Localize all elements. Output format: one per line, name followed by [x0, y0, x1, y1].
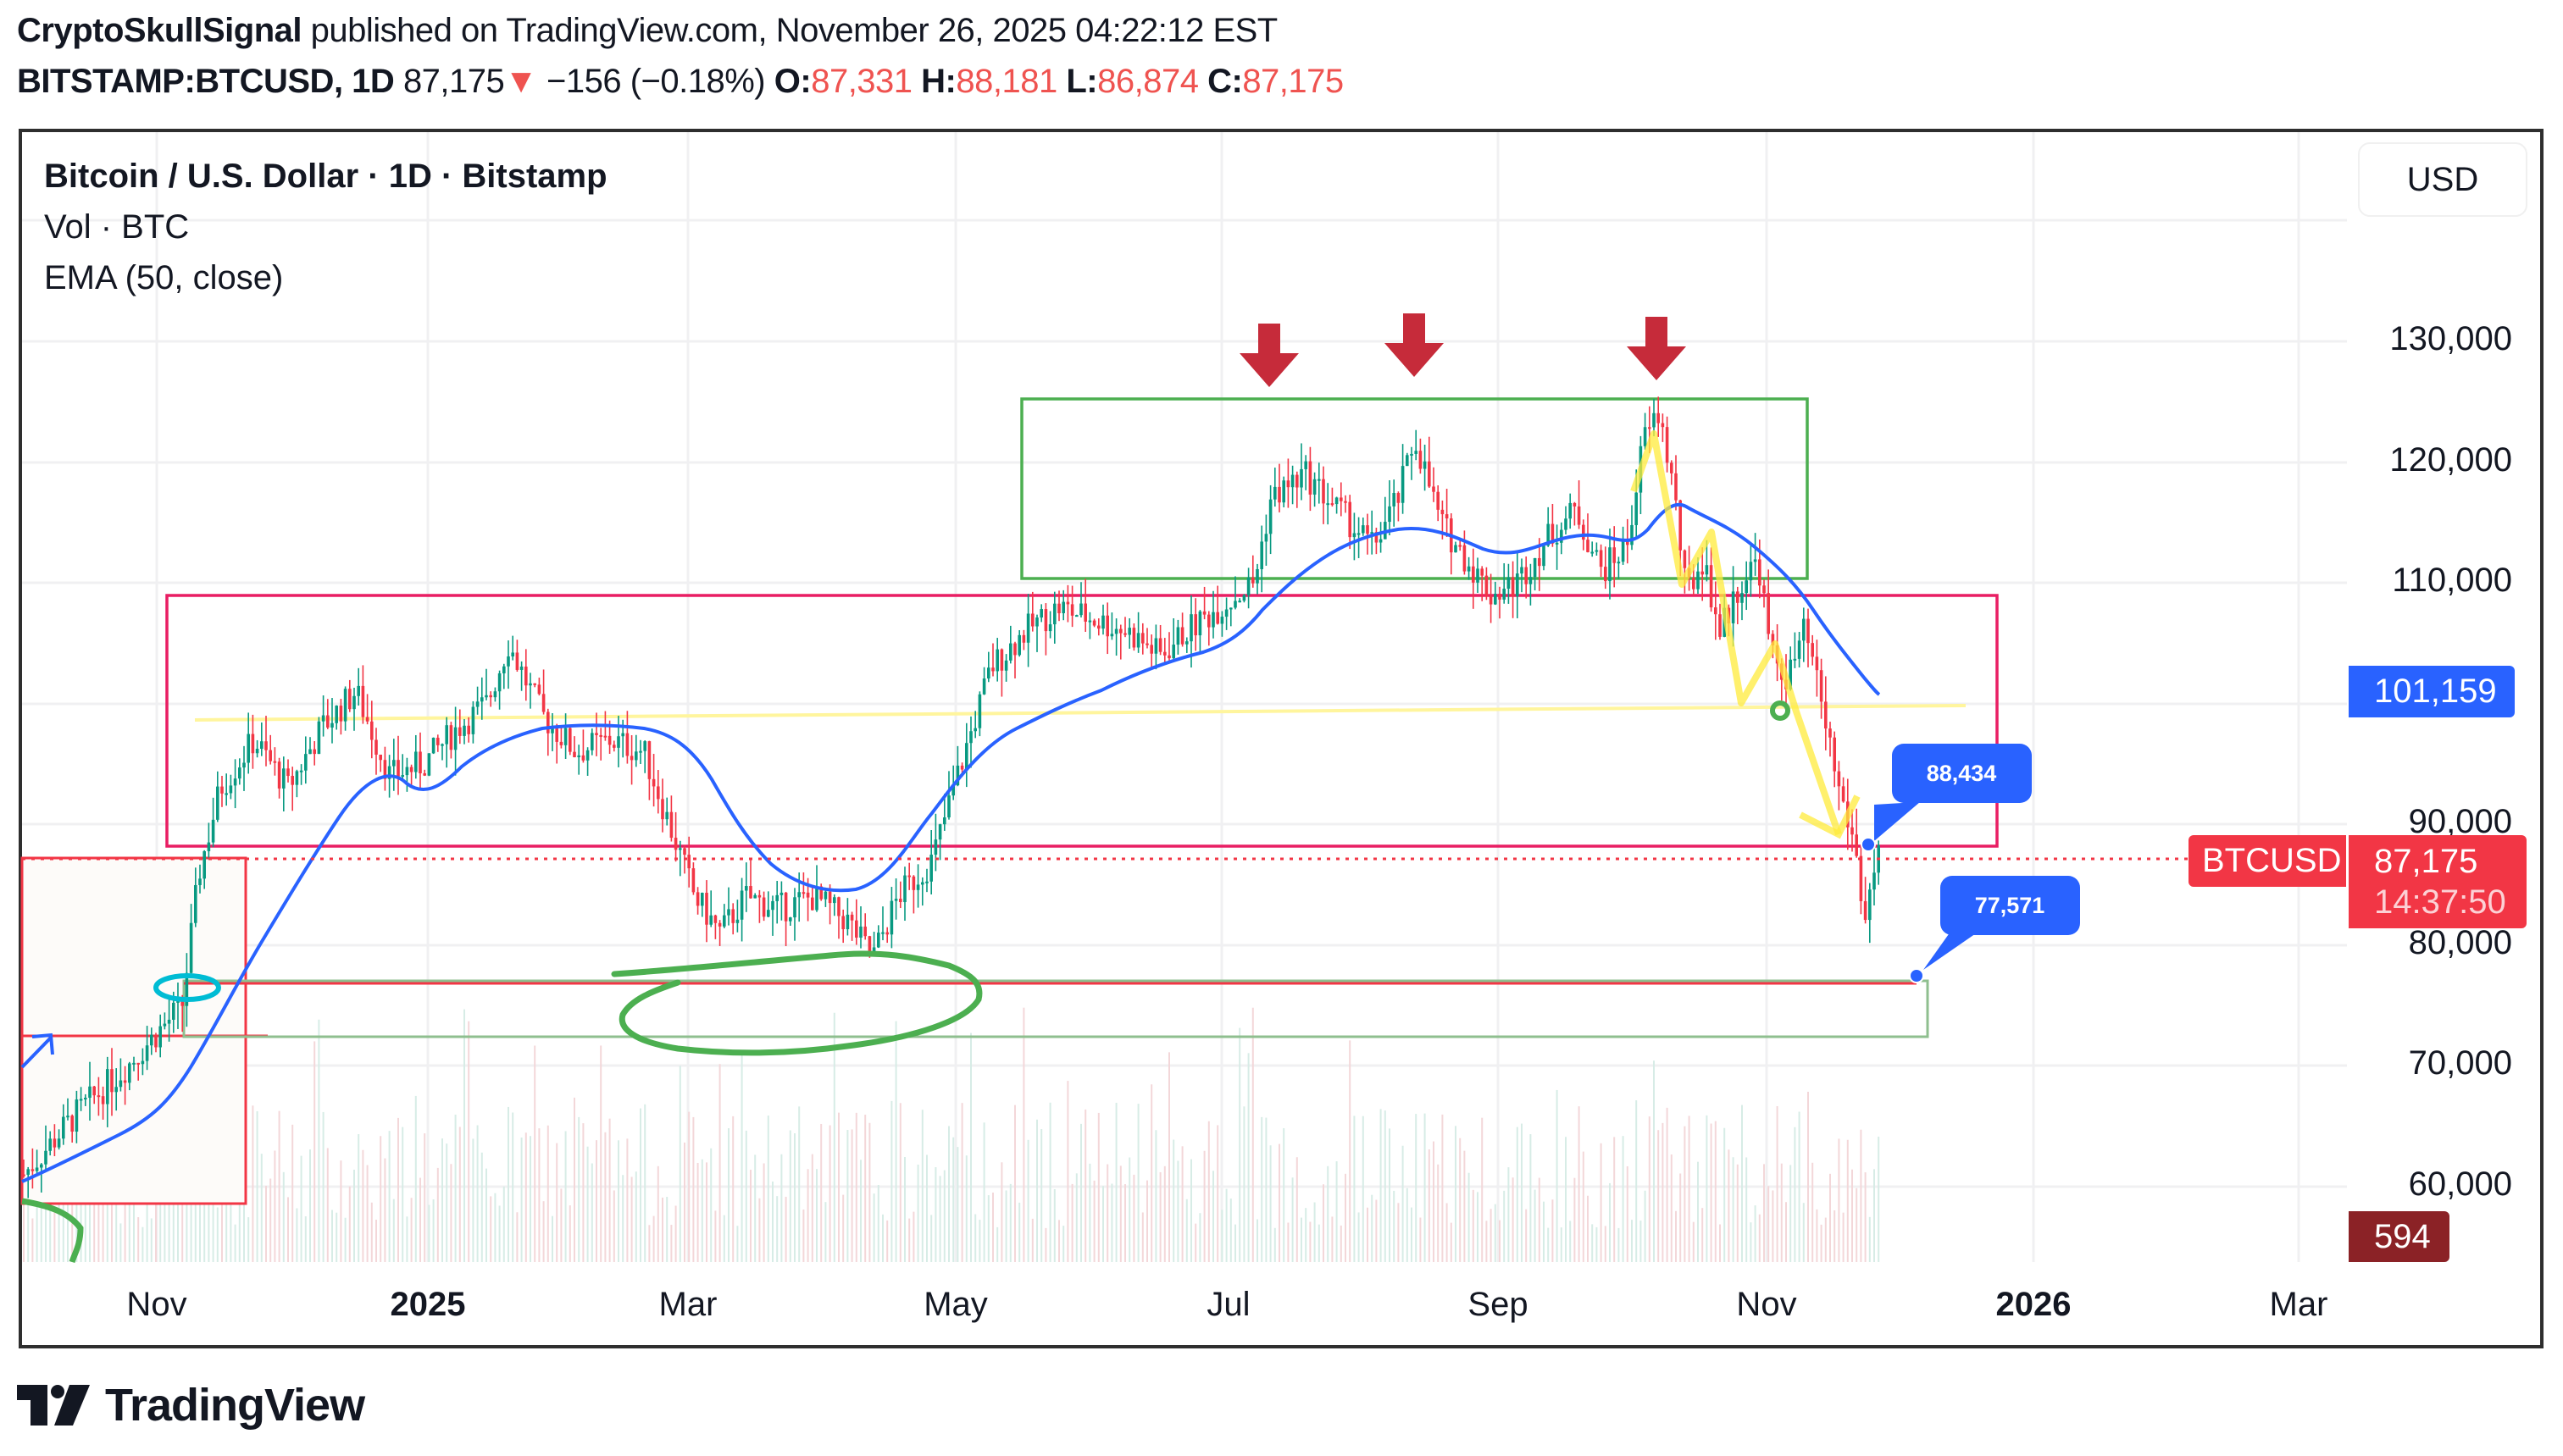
ema-price-badge: 101,159	[2349, 666, 2515, 717]
pink-range-box[interactable]	[165, 594, 1999, 848]
green-touch-marker	[1770, 700, 1790, 721]
arrow-down-icon	[1384, 313, 1444, 377]
green-top-box[interactable]	[1020, 397, 1809, 580]
volume-badge: 594	[2349, 1211, 2449, 1262]
green-support-ellipse[interactable]	[611, 950, 983, 1056]
time-tick: Mar	[658, 1286, 718, 1323]
green-ellipse-partial	[21, 1198, 84, 1264]
symbol-badge-label: BTCUSD	[2202, 842, 2342, 879]
chart-title[interactable]: Bitcoin / U.S. Dollar · 1D · Bitstamp	[44, 158, 607, 195]
open-value: 87,331	[811, 63, 913, 100]
high-label: H:	[921, 63, 957, 100]
close-label: C:	[1207, 63, 1243, 100]
author-name[interactable]: CryptoSkullSignal	[17, 12, 302, 49]
time-tick: Nov	[126, 1286, 187, 1323]
callout-88434[interactable]: 88,434	[1861, 744, 2032, 852]
symbol-label: BITSTAMP:BTCUSD, 1D	[17, 63, 395, 100]
bar-countdown: 14:37:50	[2374, 883, 2506, 921]
callout-lower-label: 77,571	[1975, 893, 2045, 918]
published-text: published on TradingView.com, November 2…	[310, 12, 1279, 49]
currency-button[interactable]: USD	[2358, 142, 2527, 217]
tradingview-logo[interactable]: TradingView	[17, 1379, 365, 1431]
time-tick-year: 2026	[1995, 1286, 2072, 1323]
high-value: 88,181	[956, 63, 1057, 100]
time-tick: Sep	[1467, 1286, 1528, 1323]
ema-badge-value: 101,159	[2374, 673, 2497, 710]
open-label: O:	[774, 63, 812, 100]
symbol-badge: BTCUSD	[2189, 835, 2346, 887]
arrow-down-icon	[1240, 324, 1299, 387]
price-tick: 110,000	[2392, 562, 2512, 599]
time-tick: Nov	[1736, 1286, 1797, 1323]
symbol-info-bar: BITSTAMP:BTCUSD, 1D 87,175▼ −156 (−0.18%…	[17, 63, 1344, 101]
volume-indicator-label[interactable]: Vol · BTC	[44, 208, 190, 246]
last-price-badge: 87,175 14:37:50	[2349, 835, 2527, 928]
time-tick-year: 2025	[390, 1286, 466, 1323]
price-tick: 90,000	[2408, 803, 2512, 840]
down-triangle-icon: ▼	[504, 63, 538, 100]
price-tick: 130,000	[2389, 320, 2512, 357]
price-tick: 60,000	[2408, 1165, 2512, 1203]
support-zone-box[interactable]	[182, 979, 1929, 1038]
price-change: −156 (−0.18%)	[546, 63, 766, 100]
price-tick: 120,000	[2389, 441, 2512, 479]
blue-arrow-icon[interactable]	[20, 1032, 54, 1069]
price-tick: 80,000	[2408, 924, 2512, 961]
volume-badge-value: 594	[2374, 1217, 2431, 1255]
chart-frame[interactable]	[19, 129, 2544, 1348]
callout-77571[interactable]: 77,571	[1909, 876, 2080, 983]
tradingview-wordmark: TradingView	[105, 1380, 365, 1431]
time-tick: May	[924, 1286, 988, 1323]
yellow-arrowhead	[1799, 794, 1861, 839]
time-tick: Mar	[2269, 1286, 2328, 1323]
time-tick: Jul	[1207, 1286, 1251, 1323]
low-value: 86,874	[1097, 63, 1199, 100]
yellow-midline[interactable]	[194, 704, 1967, 722]
yellow-zigzag-projection[interactable]	[1630, 430, 1842, 836]
cyan-breakout-ellipse[interactable]	[153, 973, 221, 1002]
callout-upper-label: 88,434	[1927, 761, 1997, 786]
last-price-badge-value: 87,175	[2374, 843, 2478, 880]
price-tick: 70,000	[2408, 1044, 2512, 1082]
ema-50-line	[21, 503, 1881, 1183]
volume-bars	[23, 1007, 1880, 1262]
publish-info: CryptoSkullSignal published on TradingVi…	[17, 12, 1278, 50]
low-label: L:	[1066, 63, 1098, 100]
last-price: 87,175	[402, 63, 505, 100]
red-down-arrows[interactable]	[1240, 313, 1686, 387]
ema-indicator-label[interactable]: EMA (50, close)	[44, 259, 284, 296]
candlesticks	[22, 396, 1880, 1199]
arrow-down-icon	[1627, 317, 1686, 380]
close-value: 87,175	[1242, 63, 1344, 100]
tradingview-logo-icon	[17, 1385, 90, 1426]
